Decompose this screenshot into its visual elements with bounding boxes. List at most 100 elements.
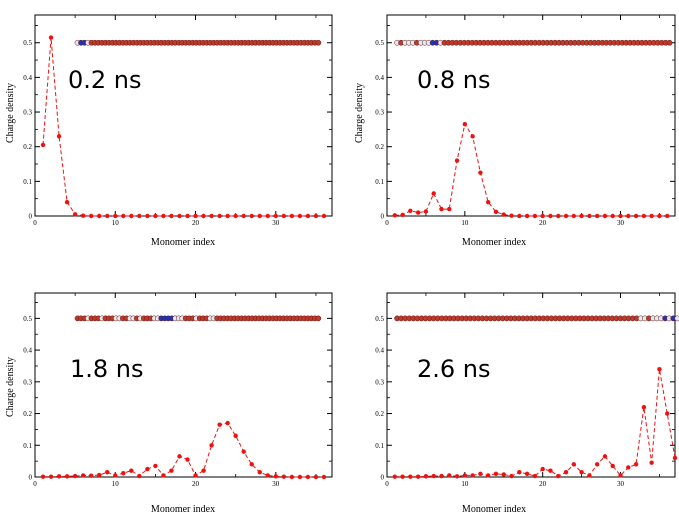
data-point	[478, 471, 483, 477]
y-tick-label: 0	[381, 213, 385, 221]
chain-bead	[674, 315, 679, 322]
data-point	[532, 213, 538, 219]
data-point	[587, 213, 592, 219]
data-point	[153, 463, 158, 469]
data-point	[563, 213, 569, 219]
time-annotation: 0.8 ns	[417, 66, 491, 94]
data-point	[400, 474, 405, 479]
data-point	[80, 213, 86, 218]
data-point	[225, 420, 230, 426]
data-point	[610, 213, 615, 219]
data-point	[657, 213, 662, 219]
data-point	[571, 462, 577, 467]
data-point	[657, 366, 662, 372]
data-point	[225, 213, 230, 219]
data-point	[201, 213, 206, 219]
data-point	[48, 474, 54, 479]
data-point	[297, 213, 303, 219]
data-point	[478, 170, 483, 175]
y-tick-label: 0.4	[375, 347, 384, 355]
inset-polymer-chain	[394, 39, 673, 46]
x-tick-label: 10	[112, 219, 120, 227]
data-point	[64, 474, 70, 479]
data-point	[485, 199, 491, 205]
data-point	[305, 474, 311, 480]
y-tick-label: 0.5	[23, 39, 32, 47]
plot-frame	[34, 14, 333, 217]
data-point	[400, 212, 405, 218]
data-point	[415, 474, 421, 479]
x-tick-label: 0	[385, 219, 389, 227]
data-point	[540, 466, 545, 472]
data-point	[289, 213, 295, 219]
data-point	[257, 213, 262, 219]
data-point	[548, 468, 553, 473]
y-tick-label: 0.2	[23, 410, 32, 418]
x-tick-label: 20	[539, 480, 547, 488]
data-point	[439, 206, 444, 212]
y-tick-label: 0.3	[375, 378, 384, 386]
data-point	[626, 465, 631, 470]
y-axis-label: Charge density	[354, 83, 365, 143]
data-point	[281, 213, 287, 219]
plot-frame	[34, 292, 333, 478]
data-point	[97, 213, 102, 219]
y-tick-label: 0	[381, 474, 385, 482]
data-point	[470, 473, 475, 478]
data-point	[563, 470, 569, 475]
data-point	[201, 468, 206, 473]
y-tick-label: 0.5	[375, 39, 384, 47]
data-point	[241, 213, 246, 219]
data-point	[408, 474, 413, 479]
data-point	[649, 460, 654, 465]
data-point	[571, 213, 577, 219]
data-point	[217, 213, 222, 219]
x-tick-label: 0	[385, 480, 389, 488]
data-point	[169, 468, 174, 473]
data-point	[145, 213, 150, 219]
time-annotation: 0.2 ns	[68, 66, 142, 94]
x-tick-label: 10	[112, 480, 120, 488]
data-point	[129, 213, 134, 219]
data-point	[313, 474, 319, 480]
x-tick-label: 20	[192, 219, 200, 227]
data-point	[618, 473, 623, 478]
x-tick-label: 0	[33, 480, 37, 488]
data-point	[113, 213, 118, 219]
series-line	[394, 369, 676, 478]
y-axis-label: Charge density	[5, 357, 16, 417]
data-point	[281, 474, 287, 479]
x-tick-label: 10	[461, 480, 469, 488]
data-point	[64, 199, 70, 205]
data-point	[177, 213, 182, 219]
y-tick-label: 0.2	[375, 410, 384, 418]
data-point	[579, 470, 584, 475]
data-point	[672, 455, 678, 461]
series-line	[394, 122, 668, 217]
inset-polymer-chain	[74, 39, 322, 46]
data-point	[88, 473, 94, 478]
y-tick-label: 0.1	[23, 178, 32, 186]
data-point	[72, 212, 78, 217]
plot-frame	[386, 292, 676, 478]
data-point	[439, 473, 444, 479]
chain-bead	[666, 39, 673, 46]
data-point	[633, 462, 639, 467]
y-tick-label: 0	[29, 474, 33, 482]
x-tick-label: 30	[272, 480, 280, 488]
chain-bead	[315, 315, 322, 322]
chart-panel-2: 0 0.1 0.2 0.3 0.4 0.5 0 10 20 30 Monomer index Char…	[354, 14, 676, 248]
data-point	[88, 213, 94, 219]
data-point	[587, 473, 592, 478]
data-point	[602, 213, 608, 219]
data-point	[649, 213, 654, 219]
data-point	[431, 191, 436, 196]
data-point	[265, 213, 270, 219]
data-point	[524, 471, 530, 477]
data-point	[602, 454, 608, 459]
data-point	[501, 472, 506, 477]
data-point	[249, 462, 254, 467]
data-point	[241, 449, 246, 454]
data-point	[447, 206, 452, 212]
data-point	[313, 213, 319, 219]
